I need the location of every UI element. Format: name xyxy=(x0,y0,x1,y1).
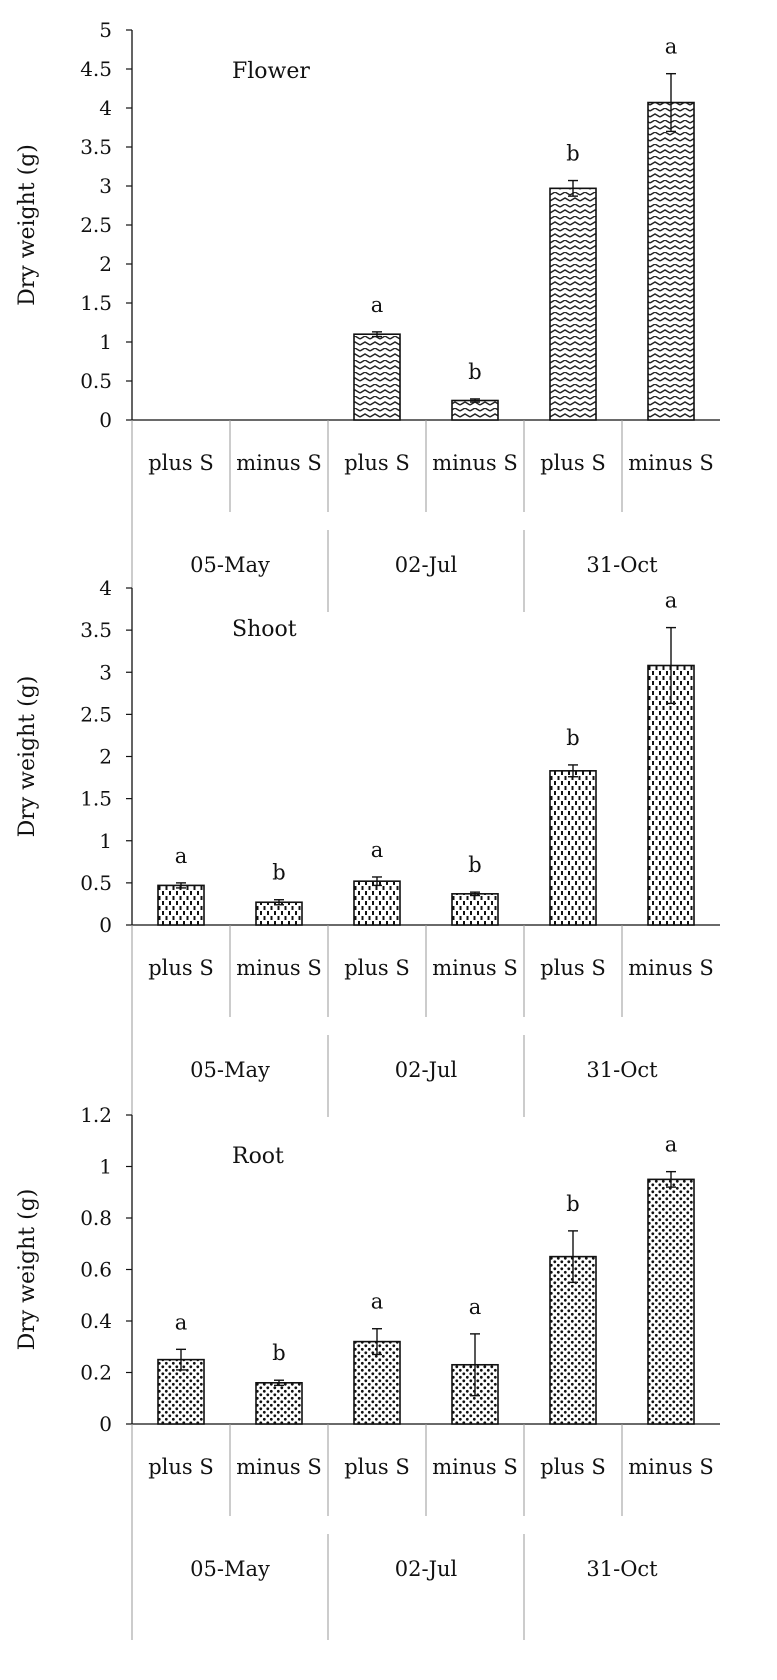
significance-letter: a xyxy=(175,1310,188,1334)
category-label: minus S xyxy=(628,1455,714,1479)
group-label: 05-May xyxy=(190,553,270,577)
y-axis-label: Dry weight (g) xyxy=(15,144,40,306)
significance-letter: b xyxy=(272,861,285,885)
y-tick-label: 0.5 xyxy=(80,871,112,895)
group-label: 02-Jul xyxy=(395,1058,458,1082)
y-tick-label: 3 xyxy=(99,660,112,684)
significance-letter: b xyxy=(566,1192,579,1216)
group-label: 05-May xyxy=(190,1058,270,1082)
significance-letter: a xyxy=(469,1295,482,1319)
y-tick-label: 4 xyxy=(99,96,112,120)
category-label: plus S xyxy=(148,451,214,475)
y-tick-label: 3 xyxy=(99,174,112,198)
y-axis-label: Dry weight (g) xyxy=(15,1189,40,1351)
y-tick-label: 2 xyxy=(99,252,112,276)
category-label: plus S xyxy=(344,1455,410,1479)
y-tick-label: 0.2 xyxy=(80,1361,112,1385)
panel-title: Root xyxy=(232,1144,284,1169)
group-label: 31-Oct xyxy=(586,1557,658,1581)
y-tick-label: 0.8 xyxy=(80,1206,112,1230)
significance-letter: b xyxy=(272,1341,285,1365)
y-tick-label: 0.4 xyxy=(80,1309,112,1333)
significance-letter: a xyxy=(371,838,384,862)
category-label: minus S xyxy=(628,956,714,980)
bar xyxy=(549,187,597,421)
y-tick-label: 2 xyxy=(99,745,112,769)
category-label: minus S xyxy=(628,451,714,475)
y-tick-label: 1 xyxy=(99,829,112,853)
category-label: minus S xyxy=(432,451,518,475)
chart-panel-shoot: 0 0.5 1 1.5 2 2.5 3 3.5 4 Dry weight (g) Shoot a b a b… xyxy=(15,576,720,1117)
y-axis-label: Dry weight (g) xyxy=(15,676,40,838)
bar xyxy=(549,770,597,926)
y-tick-label: 0.6 xyxy=(80,1258,112,1282)
group-label: 02-Jul xyxy=(395,1557,458,1581)
y-tick-label: 1.5 xyxy=(80,291,112,315)
y-tick-label: 3.5 xyxy=(80,135,112,159)
y-tick-label: 1.2 xyxy=(80,1103,112,1127)
significance-letter: a xyxy=(665,35,678,59)
significance-letter: b xyxy=(566,142,579,166)
y-tick-label: 0 xyxy=(99,408,112,432)
y-tick-label: 4 xyxy=(99,576,112,600)
bar xyxy=(647,664,695,926)
significance-letter: a xyxy=(175,844,188,868)
bar xyxy=(451,893,499,926)
bar xyxy=(157,884,205,926)
y-tick-label: 2.5 xyxy=(80,702,112,726)
bar xyxy=(451,399,499,421)
category-label: plus S xyxy=(148,1455,214,1479)
category-label: plus S xyxy=(148,956,214,980)
y-tick-label: 1.5 xyxy=(80,787,112,811)
category-label: minus S xyxy=(432,956,518,980)
significance-letter: a xyxy=(665,1133,678,1157)
y-tick-label: 0 xyxy=(99,1412,112,1436)
category-label: minus S xyxy=(236,1455,322,1479)
bar xyxy=(353,333,401,421)
panel-title: Shoot xyxy=(232,617,297,642)
y-tick-label: 1 xyxy=(99,330,112,354)
bar xyxy=(549,1255,597,1425)
bar xyxy=(255,1382,303,1425)
significance-letter: b xyxy=(468,853,481,877)
y-tick-label: 1 xyxy=(99,1155,112,1179)
group-label: 02-Jul xyxy=(395,553,458,577)
category-label: plus S xyxy=(344,956,410,980)
significance-letter: a xyxy=(665,589,678,613)
category-label: minus S xyxy=(236,451,322,475)
category-label: plus S xyxy=(540,1455,606,1479)
y-tick-label: 2.5 xyxy=(80,213,112,237)
significance-letter: a xyxy=(371,1290,384,1314)
bar xyxy=(647,101,695,421)
bar xyxy=(255,901,303,926)
y-tick-label: 4.5 xyxy=(80,57,112,81)
category-label: minus S xyxy=(236,956,322,980)
y-tick-label: 3.5 xyxy=(80,618,112,642)
chart-panel-flower: 0 0.5 1 1.5 2 2.5 3 3.5 4 4.5 5 Dry weight (g) Flowe… xyxy=(15,18,720,612)
y-tick-label: 5 xyxy=(99,18,112,42)
bar xyxy=(647,1178,695,1425)
category-label: plus S xyxy=(540,956,606,980)
significance-letter: b xyxy=(468,360,481,384)
category-label: plus S xyxy=(540,451,606,475)
category-label: minus S xyxy=(432,1455,518,1479)
chart-panel-root: 0 0.2 0.4 0.6 0.8 1 1.2 Dry weight (g) Root a b a a b… xyxy=(15,1103,720,1640)
bar xyxy=(353,1340,401,1425)
bar xyxy=(353,880,401,926)
significance-letter: a xyxy=(371,293,384,317)
y-tick-label: 0.5 xyxy=(80,369,112,393)
group-label: 31-Oct xyxy=(586,1058,658,1082)
group-label: 31-Oct xyxy=(586,553,658,577)
category-label: plus S xyxy=(344,451,410,475)
group-label: 05-May xyxy=(190,1557,270,1581)
panel-title: Flower xyxy=(232,59,310,84)
significance-letter: b xyxy=(566,726,579,750)
y-tick-label: 0 xyxy=(99,913,112,937)
